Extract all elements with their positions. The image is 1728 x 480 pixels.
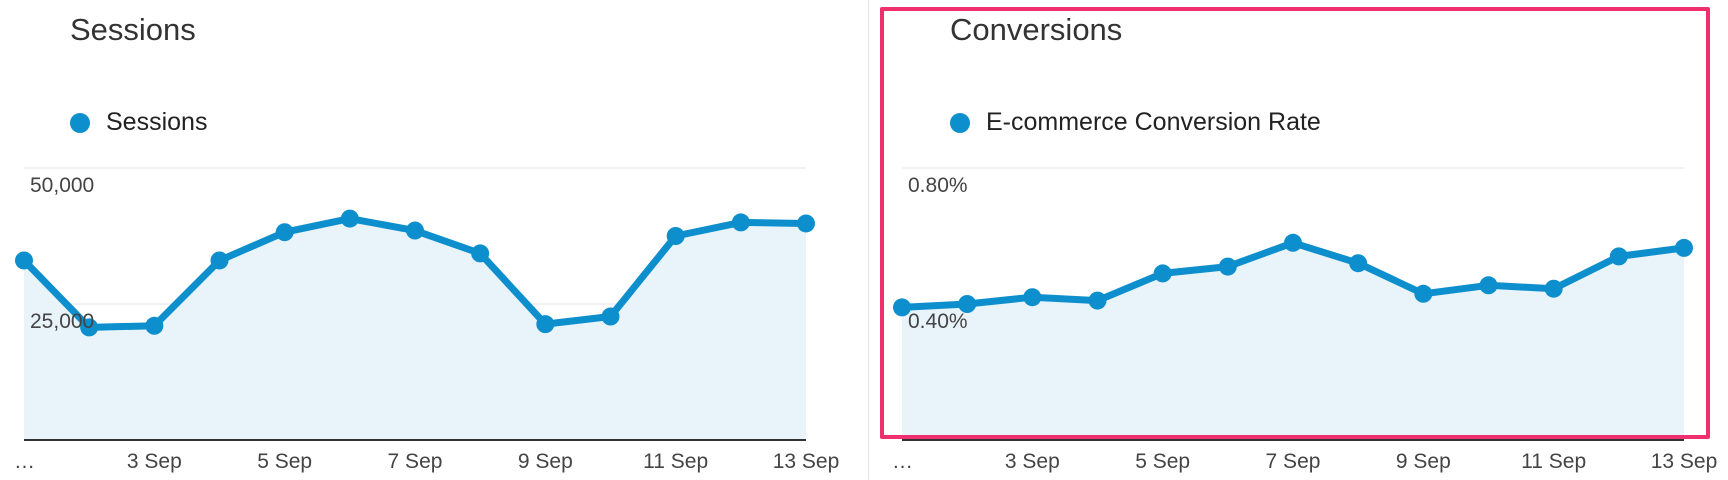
data-point	[1414, 284, 1433, 303]
data-point	[1153, 264, 1172, 283]
data-point	[340, 209, 359, 228]
series-area	[24, 218, 806, 440]
data-point	[15, 251, 33, 270]
data-point	[1284, 233, 1302, 252]
y-tick-label: 0.40%	[908, 310, 968, 333]
data-point	[275, 223, 294, 242]
data-point	[797, 214, 815, 233]
conversions-chart-panel: Conversions E-commerce Conversion Rate 0…	[878, 0, 1728, 480]
x-tick-label: …	[892, 450, 913, 473]
data-point	[80, 318, 99, 337]
y-tick-label: 50,000	[30, 174, 94, 197]
chart-legend[interactable]: Sessions	[70, 108, 207, 137]
data-point	[1544, 279, 1563, 298]
legend-dot-icon	[950, 112, 970, 133]
chart-title: Conversions	[950, 12, 1123, 47]
highlight-box	[880, 7, 1710, 439]
data-point	[1023, 288, 1042, 307]
data-point	[1088, 291, 1107, 310]
legend-label: E-commerce Conversion Rate	[986, 108, 1321, 136]
data-point	[601, 307, 620, 326]
x-tick-label: 5 Sep	[1135, 450, 1190, 473]
x-tick-label: 9 Sep	[518, 450, 573, 473]
sessions-line-chart[interactable]: 50,000 25,000 … 3 Sep 5 Sep 7 Sep 9 Sep 11 Sep 1…	[0, 0, 860, 480]
data-point	[958, 295, 977, 313]
data-point	[210, 251, 229, 270]
x-tick-label: 13 Sep	[773, 450, 840, 473]
data-point	[893, 298, 911, 317]
x-tick-label: 11 Sep	[643, 450, 708, 473]
data-point	[406, 221, 424, 240]
y-tick-label: 0.80%	[908, 174, 968, 197]
legend-dot-icon	[70, 112, 90, 133]
data-point	[1349, 254, 1368, 273]
x-tick-label: 7 Sep	[388, 450, 443, 473]
x-tick-label: 11 Sep	[1521, 450, 1586, 473]
chart-legend[interactable]: E-commerce Conversion Rate	[950, 108, 1321, 137]
data-point	[471, 244, 490, 263]
x-tick-label: …	[14, 450, 35, 473]
legend-label: Sessions	[106, 108, 208, 136]
x-tick-label: 13 Sep	[1651, 450, 1718, 473]
data-point	[536, 315, 555, 334]
data-point	[1218, 257, 1237, 276]
conversion-rate-line-chart[interactable]: 0.80% 0.40% … 3 Sep 5 Sep 7 Sep 9 Sep 11 Sep 13 …	[878, 0, 1728, 480]
data-point	[1479, 276, 1498, 295]
x-tick-label: 9 Sep	[1396, 450, 1451, 473]
sessions-chart-panel: Sessions Sessions 50,000 25,000 … 3 Sep 5 Se…	[0, 0, 860, 480]
y-tick-label: 25,000	[30, 310, 94, 333]
x-tick-label: 3 Sep	[1005, 450, 1060, 473]
chart-title: Sessions	[70, 12, 196, 47]
x-tick-label: 3 Sep	[127, 450, 182, 473]
data-point	[731, 213, 750, 232]
data-point	[666, 227, 685, 245]
panel-divider	[868, 0, 869, 480]
data-point	[145, 316, 164, 335]
data-point	[1609, 247, 1628, 266]
data-point	[1675, 238, 1693, 257]
x-tick-label: 5 Sep	[257, 450, 312, 473]
x-tick-label: 7 Sep	[1266, 450, 1321, 473]
